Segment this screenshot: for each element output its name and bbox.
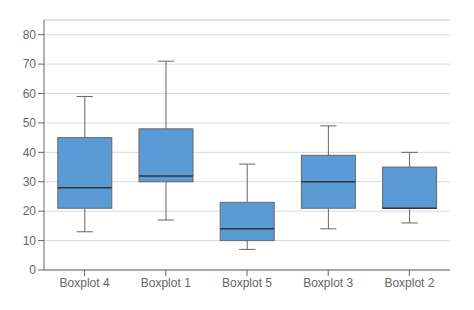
svg-text:40: 40 (23, 146, 37, 160)
svg-text:Boxplot 2: Boxplot 2 (384, 276, 434, 290)
svg-text:70: 70 (23, 57, 37, 71)
svg-text:80: 80 (23, 28, 37, 42)
svg-text:20: 20 (23, 204, 37, 218)
svg-text:0: 0 (29, 263, 36, 277)
svg-text:50: 50 (23, 116, 37, 130)
svg-text:Boxplot 1: Boxplot 1 (141, 276, 191, 290)
svg-text:Boxplot 4: Boxplot 4 (60, 276, 110, 290)
svg-text:Boxplot 5: Boxplot 5 (222, 276, 272, 290)
svg-text:60: 60 (23, 87, 37, 101)
svg-text:Boxplot 3: Boxplot 3 (303, 276, 353, 290)
svg-text:10: 10 (23, 234, 37, 248)
svg-text:30: 30 (23, 175, 37, 189)
